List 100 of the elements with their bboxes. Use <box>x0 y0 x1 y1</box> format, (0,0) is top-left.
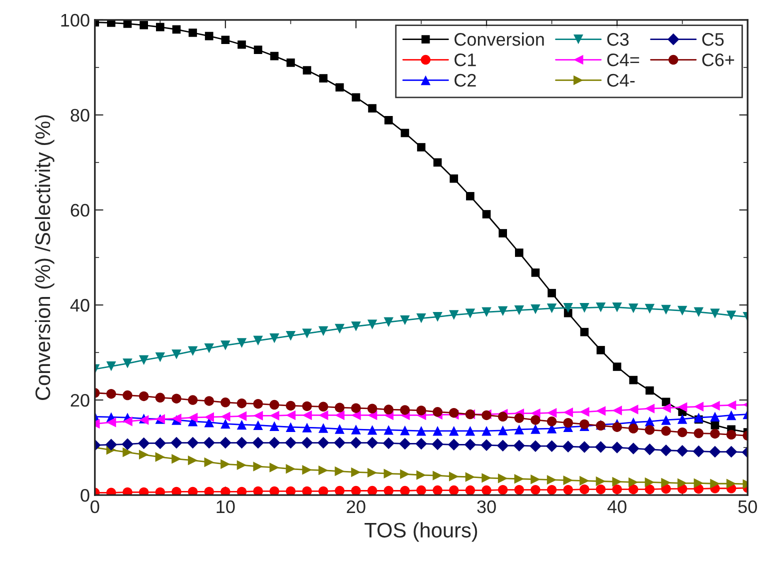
point <box>449 426 459 436</box>
point <box>563 484 573 495</box>
point <box>350 436 362 449</box>
point <box>466 192 474 200</box>
point <box>726 478 736 488</box>
point <box>694 428 704 438</box>
point <box>220 398 230 408</box>
point <box>596 346 605 354</box>
point <box>530 474 540 484</box>
point <box>318 423 328 433</box>
point <box>417 143 426 152</box>
point <box>351 486 361 496</box>
point <box>448 438 460 451</box>
point <box>138 450 149 460</box>
point <box>465 308 476 318</box>
point <box>221 36 230 44</box>
point <box>694 402 704 412</box>
point <box>661 304 671 315</box>
point <box>155 352 166 362</box>
point <box>725 446 738 458</box>
point <box>253 420 263 430</box>
point <box>677 306 688 316</box>
point <box>172 454 182 464</box>
point <box>170 436 182 449</box>
point <box>627 442 640 454</box>
point <box>449 472 459 482</box>
point <box>530 484 540 495</box>
point <box>302 422 312 432</box>
legend-label: C4- <box>607 74 635 87</box>
point <box>236 338 247 348</box>
point <box>530 415 540 425</box>
point <box>514 305 524 316</box>
point <box>465 472 476 482</box>
point <box>105 438 118 451</box>
point <box>334 410 345 420</box>
point <box>482 307 492 317</box>
point <box>546 408 557 418</box>
point <box>611 442 623 454</box>
point <box>138 391 149 402</box>
point <box>270 421 280 431</box>
point <box>351 403 361 413</box>
point <box>661 415 671 425</box>
legend-label: C2 <box>454 74 476 87</box>
point <box>172 25 181 34</box>
point <box>661 403 671 413</box>
point <box>334 466 345 476</box>
point <box>384 425 394 435</box>
point <box>498 229 508 238</box>
x-tick-label: 50 <box>738 500 757 514</box>
point <box>482 473 492 483</box>
point <box>286 410 296 420</box>
point <box>382 437 394 450</box>
point <box>138 437 150 450</box>
point <box>270 333 280 344</box>
point <box>384 116 393 124</box>
point <box>548 288 556 298</box>
point <box>220 486 230 496</box>
point <box>644 444 656 456</box>
point <box>384 486 394 496</box>
point <box>464 438 476 451</box>
point <box>172 486 182 496</box>
point <box>138 487 149 496</box>
point <box>270 486 280 496</box>
point <box>367 425 378 435</box>
point <box>496 440 509 452</box>
point <box>220 459 230 470</box>
point <box>188 346 198 356</box>
point <box>236 486 247 496</box>
point <box>318 410 328 420</box>
y-tick-label: 40 <box>70 298 90 312</box>
point <box>252 436 264 449</box>
point <box>628 404 638 414</box>
point <box>286 400 296 411</box>
point <box>302 401 312 412</box>
point <box>352 93 360 102</box>
point <box>400 469 410 479</box>
point <box>204 486 214 496</box>
point <box>580 302 590 313</box>
point <box>156 22 164 32</box>
point <box>351 322 361 332</box>
point <box>563 418 573 428</box>
point <box>628 424 638 434</box>
point <box>204 457 214 468</box>
point <box>482 485 492 496</box>
point <box>122 438 134 450</box>
point <box>268 436 280 449</box>
x-tick-label: 40 <box>607 500 626 514</box>
point <box>660 444 672 456</box>
point <box>498 474 508 484</box>
y-tick-label: 100 <box>61 14 90 27</box>
point <box>367 486 378 496</box>
point <box>726 400 736 410</box>
point <box>449 485 459 496</box>
point <box>270 410 280 421</box>
point <box>514 484 524 495</box>
point <box>546 416 557 426</box>
legend-label: Conversion <box>454 32 544 46</box>
point <box>710 400 720 411</box>
x-tick-label: 30 <box>477 500 496 514</box>
point <box>596 406 606 416</box>
